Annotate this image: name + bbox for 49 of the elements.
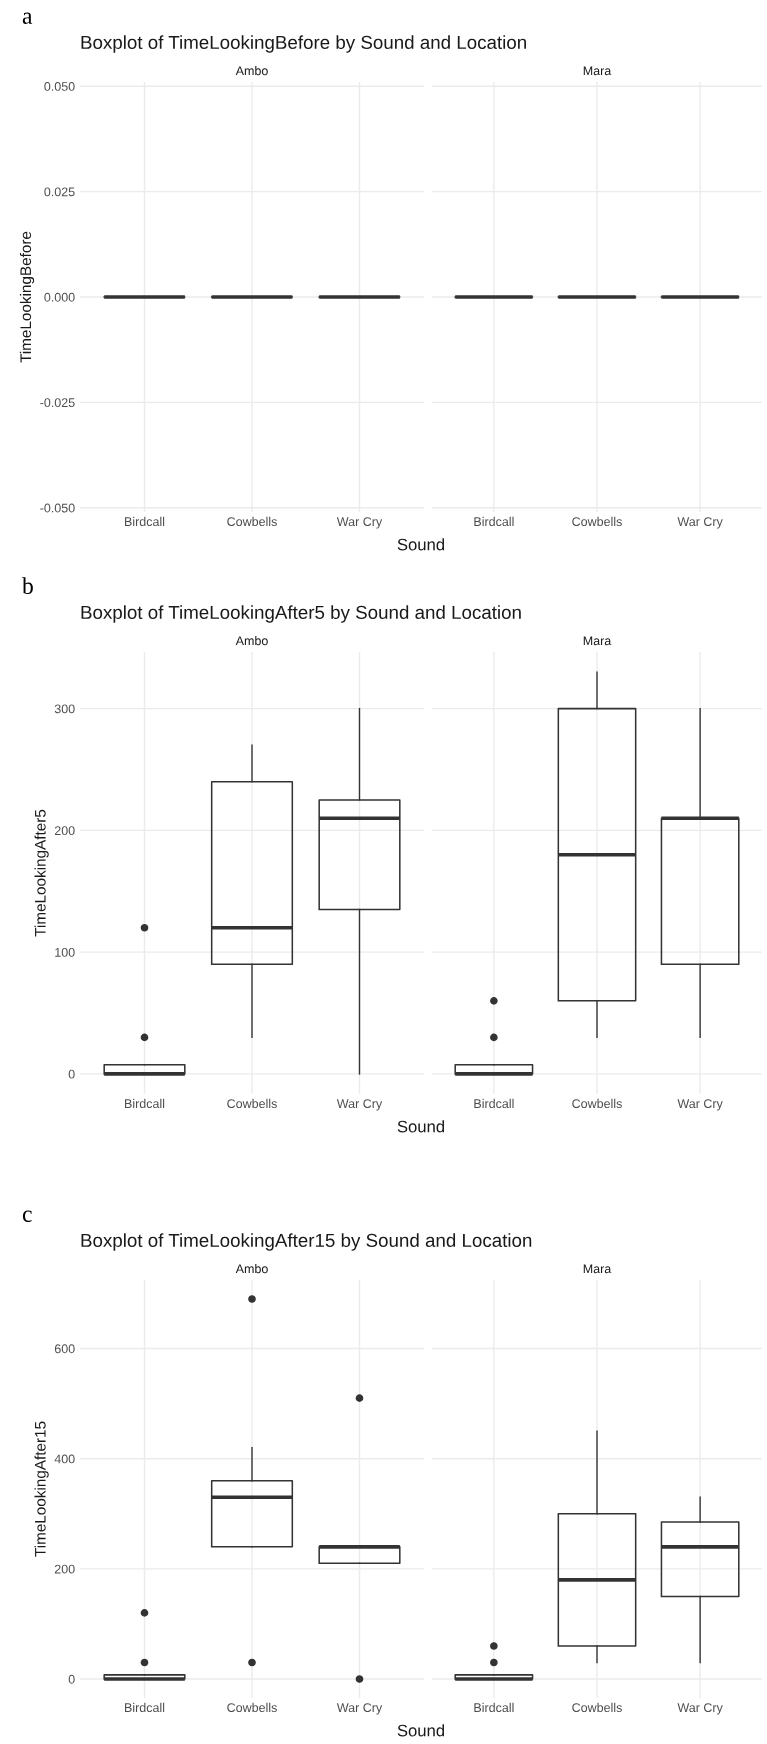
x-tick-label: War Cry (336, 1099, 383, 1111)
chart-subtitle: Ambo (235, 1264, 268, 1274)
chart-subtitle: Mara (583, 66, 612, 76)
x-tick-label: Birdcall (474, 1702, 514, 1713)
y-tick-label: 200 (54, 826, 75, 836)
text: b (22, 577, 33, 594)
x-tick-label: Cowbells (227, 1098, 277, 1109)
y-tick-label: 0 (68, 1069, 75, 1079)
y-tick-label: 200 (54, 1564, 75, 1574)
x-axis-title: Sound (397, 1120, 445, 1133)
text: c (22, 1210, 32, 1222)
y-tick-label: -0.050 (40, 503, 75, 513)
x-tick-label: War Cry (677, 1703, 723, 1715)
y-tick-label: 400 (54, 1454, 75, 1464)
chart-subtitle: Mara (583, 1264, 612, 1274)
y-tick-label: 600 (54, 1344, 75, 1354)
y-tick-label: 0.050 (44, 82, 75, 91)
chart-subtitle: Mara (583, 636, 612, 646)
x-tick-label: War Cry (677, 1099, 723, 1111)
y-tick-label: 0.000 (44, 292, 75, 302)
x-tick-label: War Cry (336, 517, 383, 529)
x-tick-label: Birdcall (474, 516, 514, 527)
y-tick-label: 0.025 (44, 187, 75, 197)
x-tick-label: Cowbells (572, 516, 622, 527)
x-axis-title: Sound (397, 1724, 445, 1737)
x-tick-label: War Cry (336, 1703, 383, 1715)
chart-title: Boxplot of TimeLookingBefore by Sound and Location (81, 35, 526, 53)
y-axis-title: TimeLookingAfter5 (34, 809, 49, 937)
x-tick-label: War Cry (677, 517, 723, 529)
chart-subtitle: Ambo (235, 66, 268, 76)
x-tick-label: Birdcall (125, 1098, 165, 1109)
chart-title: Boxplot of TimeLookingAfter15 by Sound and Location (81, 1233, 532, 1251)
chart-subtitle: Ambo (235, 636, 268, 646)
y-tick-label: -0.025 (40, 398, 75, 408)
x-tick-label: Birdcall (125, 516, 165, 527)
text: a (22, 12, 33, 24)
x-tick-label: Cowbells (227, 516, 277, 527)
y-axis-title: TimeLookingAfter15 (34, 1421, 49, 1557)
y-tick-label: 300 (54, 704, 75, 714)
x-tick-label: Birdcall (125, 1702, 165, 1713)
x-tick-label: Cowbells (572, 1098, 622, 1109)
y-tick-label: 0 (68, 1674, 75, 1684)
x-axis-title: Sound (397, 538, 445, 551)
y-axis-title: TimeLookingBefore (19, 231, 35, 363)
x-tick-label: Cowbells (227, 1702, 277, 1713)
x-tick-label: Birdcall (474, 1098, 514, 1109)
chart-title: Boxplot of TimeLookingAfter5 by Sound and Location (81, 605, 521, 623)
x-tick-label: Cowbells (572, 1702, 622, 1713)
y-tick-label: 100 (55, 947, 75, 957)
